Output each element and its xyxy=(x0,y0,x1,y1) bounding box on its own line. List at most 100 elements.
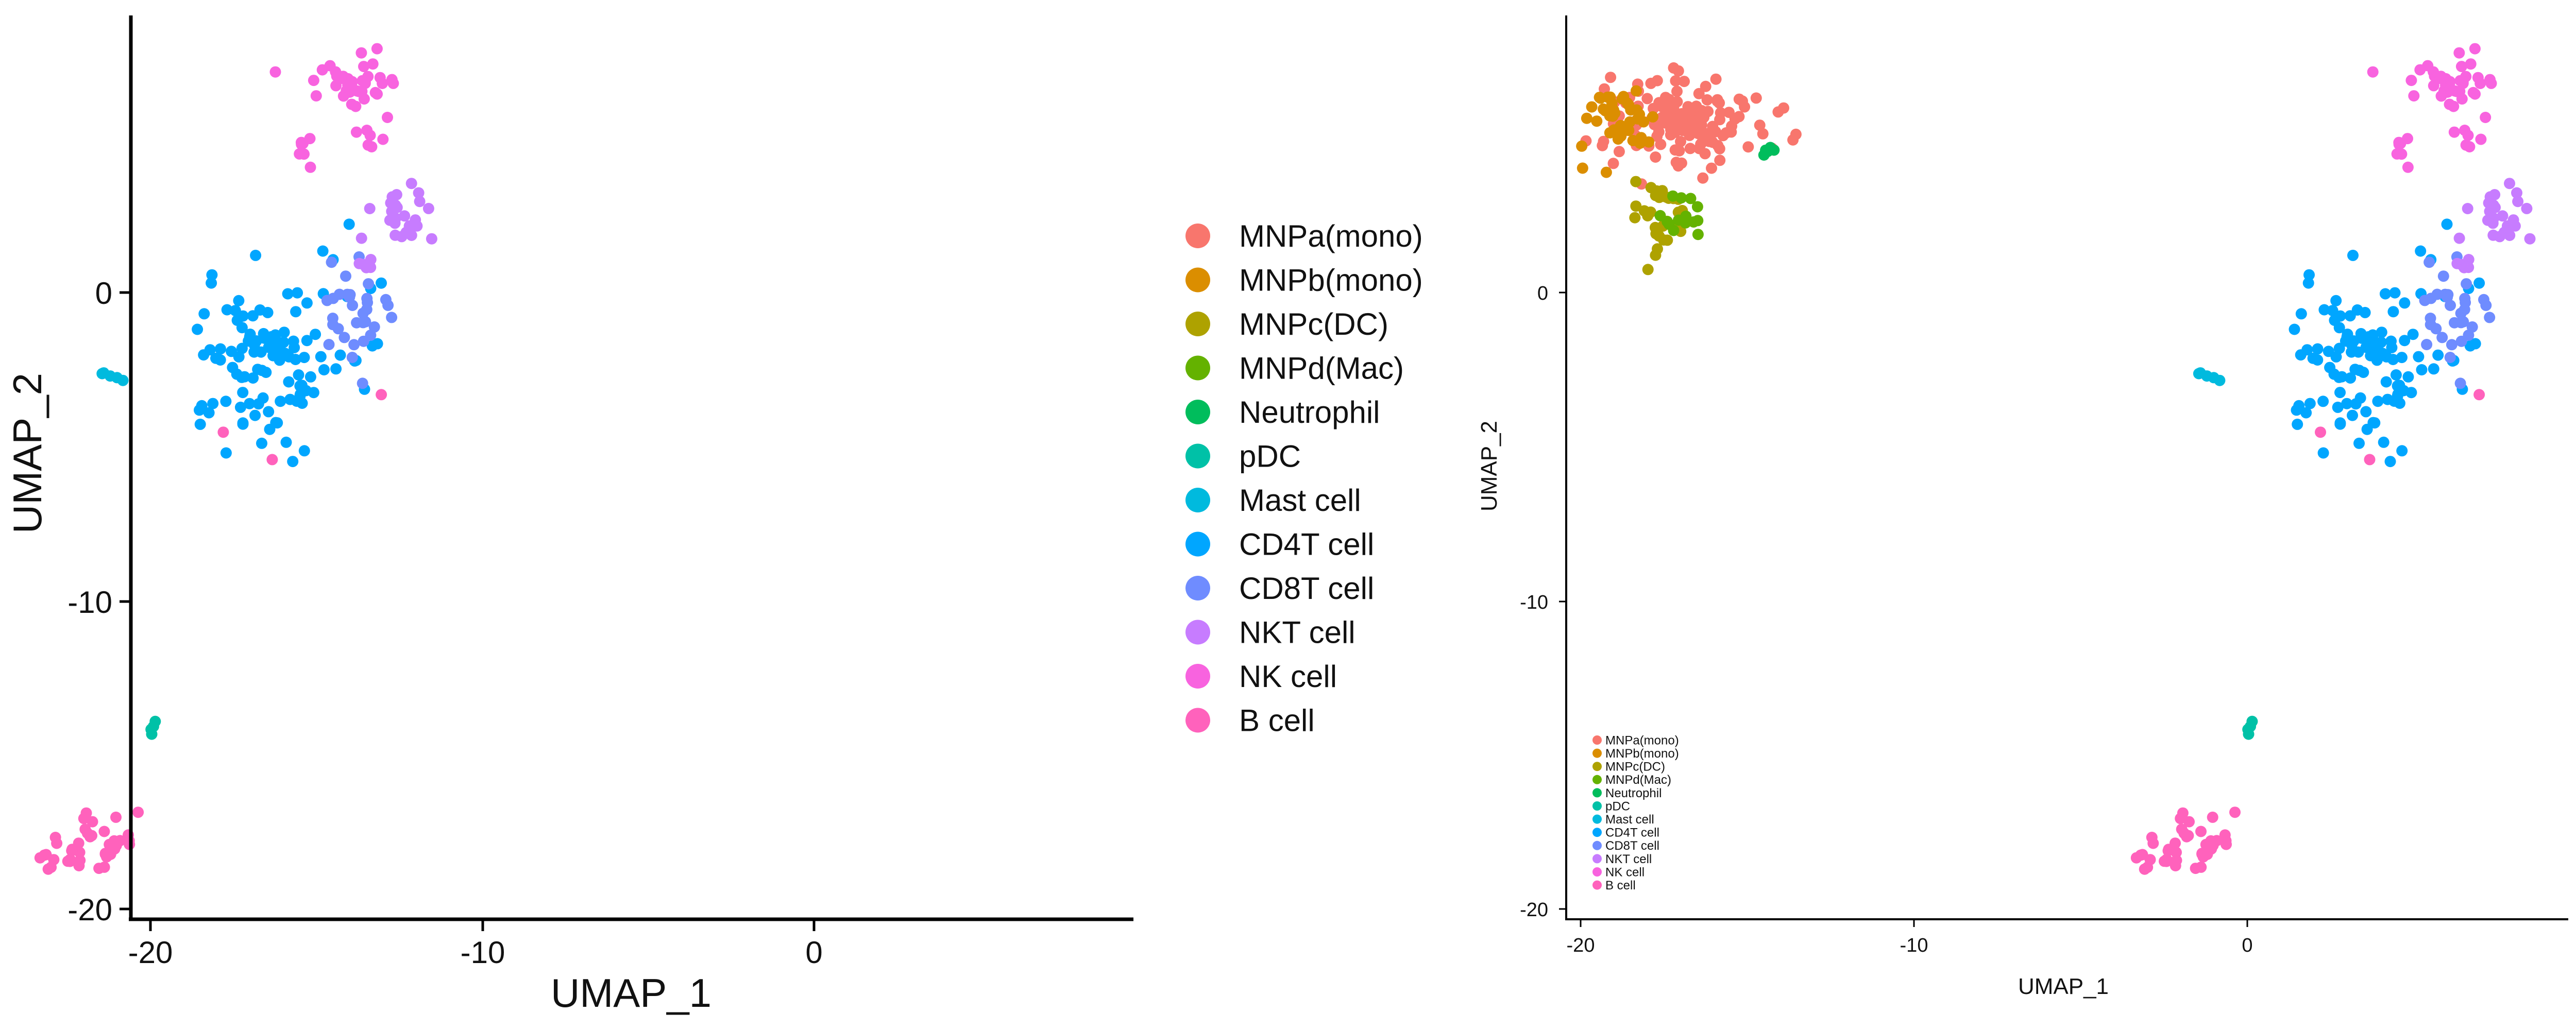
legend-item: MNPc(DC) xyxy=(1185,307,1388,341)
data-point xyxy=(2341,398,2353,409)
legend-key xyxy=(1185,488,1210,512)
data-point xyxy=(2436,332,2448,344)
data-point xyxy=(78,813,90,825)
data-point xyxy=(1711,94,1723,106)
legend-label: NK cell xyxy=(1605,865,1645,879)
data-point xyxy=(234,401,246,413)
data-point xyxy=(74,854,86,866)
data-point xyxy=(49,832,61,843)
data-point xyxy=(2390,369,2402,381)
data-point xyxy=(358,93,370,105)
data-point xyxy=(269,66,281,78)
data-point xyxy=(2303,269,2315,281)
data-point xyxy=(282,288,294,300)
data-point xyxy=(264,423,276,435)
legend-item: MNPb(mono) xyxy=(1592,747,1679,761)
data-point xyxy=(2364,454,2376,466)
data-point xyxy=(386,312,398,323)
data-point xyxy=(2428,363,2439,375)
legend-item: MNPd(Mac) xyxy=(1592,773,1671,787)
data-point xyxy=(1650,151,1662,163)
data-point xyxy=(1647,111,1658,123)
data-point xyxy=(2396,445,2408,457)
data-point xyxy=(365,254,377,265)
data-point xyxy=(1676,108,1688,119)
data-point xyxy=(2462,203,2473,214)
data-point xyxy=(2463,329,2475,341)
data-point xyxy=(1591,115,1603,127)
data-point xyxy=(247,372,259,384)
data-point xyxy=(2130,852,2142,864)
data-point xyxy=(361,304,372,315)
data-point xyxy=(1651,185,1663,197)
data-point xyxy=(1697,172,1709,184)
legend-item: MNPc(DC) xyxy=(1592,760,1665,774)
data-point xyxy=(252,398,264,410)
data-point xyxy=(347,300,359,311)
data-point xyxy=(2380,376,2392,388)
legend-key xyxy=(1185,664,1210,689)
legend-key xyxy=(1592,762,1602,771)
data-point xyxy=(256,437,267,449)
legend-item: MNPa(mono) xyxy=(1185,219,1423,253)
legend-label: MNPc(DC) xyxy=(1605,760,1665,774)
x-tick-label: -10 xyxy=(461,935,505,970)
data-point xyxy=(376,389,387,401)
data-point xyxy=(2368,346,2380,358)
data-point xyxy=(2445,300,2456,311)
legend-key xyxy=(1185,312,1210,336)
data-point xyxy=(371,88,383,100)
data-point xyxy=(2399,297,2411,309)
data-point xyxy=(203,407,215,419)
legend-item: MNPb(mono) xyxy=(1185,263,1423,298)
data-point xyxy=(1714,154,1726,166)
data-point xyxy=(364,203,376,214)
data-point xyxy=(233,295,245,306)
data-point xyxy=(2372,396,2384,407)
data-point xyxy=(2408,90,2420,102)
data-point xyxy=(290,354,301,365)
data-point xyxy=(376,277,387,289)
data-point xyxy=(42,863,54,875)
data-point xyxy=(2317,447,2329,459)
legend-label: CD8T cell xyxy=(1239,571,1374,606)
data-point xyxy=(342,288,353,300)
data-point xyxy=(2444,352,2456,363)
data-point xyxy=(249,409,261,421)
data-point xyxy=(318,364,330,375)
legend-label: MNPd(Mac) xyxy=(1239,351,1404,386)
data-point xyxy=(2393,139,2405,150)
data-point xyxy=(2379,288,2391,300)
x-tick-label: -20 xyxy=(1567,935,1595,956)
data-point xyxy=(389,229,401,241)
data-point xyxy=(1651,75,1663,87)
data-point xyxy=(220,396,232,407)
data-point xyxy=(1709,126,1721,138)
data-point xyxy=(1641,93,1653,105)
legend-label: pDC xyxy=(1605,799,1630,813)
data-point xyxy=(2347,249,2359,261)
data-point xyxy=(2387,306,2399,318)
data-point xyxy=(1663,102,1674,114)
data-point xyxy=(2344,310,2356,322)
data-point xyxy=(2200,838,2212,850)
data-point xyxy=(1648,102,1659,114)
data-point xyxy=(258,328,269,339)
legend-item: CD8T cell xyxy=(1592,839,1659,853)
data-point xyxy=(291,396,302,407)
data-point xyxy=(391,189,402,200)
data-point xyxy=(1706,162,1717,174)
legend-label: MNPa(mono) xyxy=(1239,219,1423,253)
data-point xyxy=(2367,66,2379,78)
data-point xyxy=(361,293,373,304)
data-point xyxy=(2453,47,2465,59)
data-point xyxy=(198,308,210,320)
data-point xyxy=(1706,135,1718,147)
data-point xyxy=(1692,229,1704,241)
data-point xyxy=(2359,306,2371,318)
data-point xyxy=(2521,202,2533,214)
legend-item: MNPa(mono) xyxy=(1592,733,1679,747)
data-point xyxy=(1654,210,1666,221)
data-point xyxy=(1696,109,1707,121)
data-point xyxy=(262,306,274,318)
